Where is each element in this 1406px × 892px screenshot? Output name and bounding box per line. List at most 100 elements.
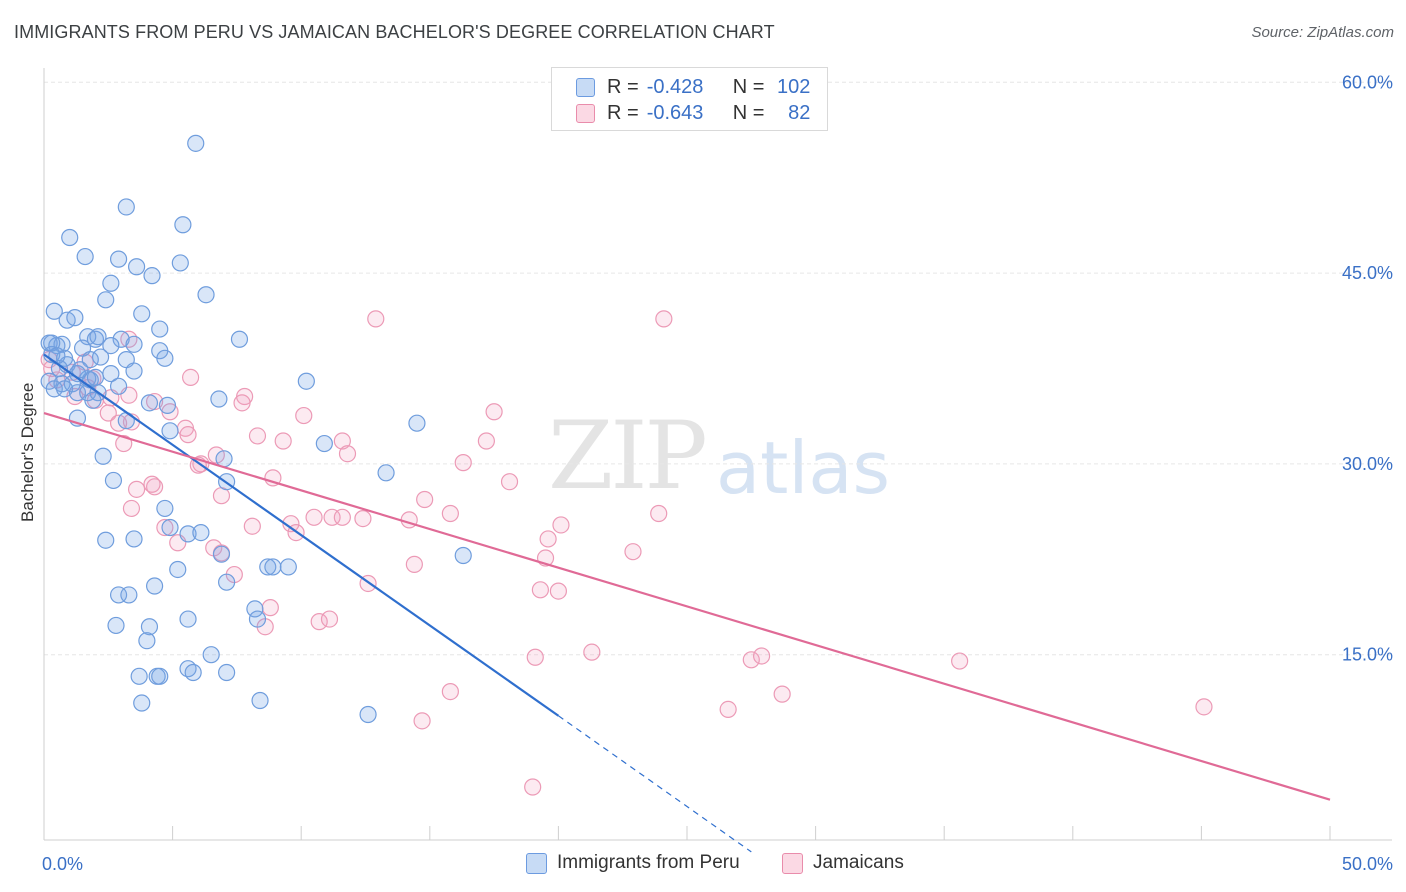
legend-n-value-peru: 102 bbox=[777, 75, 811, 98]
peru-point-81 bbox=[120, 586, 138, 604]
peru-point-85 bbox=[107, 616, 125, 635]
jamaican-point-48 bbox=[354, 509, 372, 528]
chart-title: IMMIGRANTS FROM PERU VS JAMAICAN BACHELO… bbox=[14, 22, 775, 42]
peru-point-63 bbox=[377, 464, 395, 482]
peru-point-70 bbox=[97, 531, 115, 549]
jamaican-point-43 bbox=[441, 504, 459, 523]
jamaican-point-1 bbox=[655, 310, 673, 328]
jamaican-point-21 bbox=[295, 406, 313, 425]
bottom-legend-swatch-peru bbox=[526, 852, 547, 874]
jamaican-point-69 bbox=[320, 610, 339, 628]
peru-point-79 bbox=[218, 573, 236, 591]
jamaican-point-51 bbox=[552, 516, 570, 534]
peru-point-45 bbox=[109, 377, 128, 395]
peru-point-82 bbox=[246, 600, 264, 618]
trend-lines bbox=[43, 353, 1331, 853]
peru-point-30 bbox=[81, 350, 99, 369]
peru-point-8 bbox=[143, 267, 161, 285]
jamaican-point-32 bbox=[338, 445, 357, 463]
peru-point-67 bbox=[161, 518, 179, 537]
peru-point-101 bbox=[71, 361, 89, 379]
jamaican-point-36 bbox=[264, 469, 282, 487]
legend-n-label: N = bbox=[732, 101, 765, 124]
x-tick-label-1: 50.0% bbox=[1342, 854, 1393, 874]
peru-point-39 bbox=[125, 362, 143, 380]
jamaican-point-31 bbox=[207, 446, 225, 464]
jamaican-point-64 bbox=[531, 581, 549, 599]
jamaican-point-68 bbox=[310, 613, 328, 631]
jamaican-point-80 bbox=[524, 778, 542, 796]
jamaican-point-73 bbox=[951, 652, 969, 670]
peru-point-18 bbox=[86, 330, 105, 348]
jamaican-point-70 bbox=[583, 643, 601, 661]
peru-point-55 bbox=[158, 396, 177, 414]
peru-points bbox=[40, 134, 472, 724]
peru-point-16 bbox=[151, 320, 169, 338]
trend-line-jamaicans bbox=[43, 411, 1331, 801]
legend-swatch-jamaicans bbox=[576, 103, 595, 123]
jamaican-point-35 bbox=[454, 454, 472, 472]
peru-point-31 bbox=[91, 348, 110, 366]
peru-point-59 bbox=[161, 422, 179, 440]
jamaican-point-6 bbox=[182, 368, 200, 387]
legend-r-label: R = bbox=[607, 75, 639, 98]
jamaican-point-37 bbox=[500, 473, 519, 491]
peru-point-14 bbox=[66, 309, 84, 327]
peru-point-64 bbox=[104, 471, 123, 490]
jamaican-point-26 bbox=[248, 427, 267, 445]
jamaican-point-16 bbox=[233, 394, 251, 412]
y-axis-label: Bachelor's Degree bbox=[18, 382, 37, 522]
grid-lines bbox=[44, 81, 1392, 656]
peru-point-90 bbox=[184, 663, 202, 682]
peru-point-87 bbox=[138, 632, 156, 650]
y-tick-label-2: 45.0% bbox=[1342, 263, 1393, 283]
peru-point-78 bbox=[145, 577, 164, 595]
bottom-legend-jamaicans: Jamaicans bbox=[782, 851, 904, 875]
peru-point-74 bbox=[169, 560, 187, 579]
y-tick-label-3: 60.0% bbox=[1342, 72, 1393, 92]
peru-point-86 bbox=[140, 618, 159, 636]
peru-point-75 bbox=[259, 558, 277, 576]
peru-point-96 bbox=[251, 691, 269, 710]
y-tick-label-0: 15.0% bbox=[1342, 645, 1393, 665]
jamaican-point-29 bbox=[477, 432, 495, 450]
axes bbox=[43, 68, 1392, 841]
jamaican-point-41 bbox=[416, 490, 434, 509]
jamaican-point-65 bbox=[549, 582, 568, 600]
peru-point-100 bbox=[48, 347, 66, 365]
peru-point-0 bbox=[187, 134, 205, 152]
jamaican-point-81 bbox=[143, 475, 161, 493]
peru-point-99 bbox=[89, 328, 107, 346]
legend-r-label: R = bbox=[607, 101, 639, 124]
peru-point-20 bbox=[230, 330, 249, 348]
peru-point-1 bbox=[117, 198, 135, 216]
peru-point-15 bbox=[133, 305, 151, 323]
jamaican-point-76 bbox=[773, 685, 791, 703]
jamaican-point-38 bbox=[127, 480, 146, 498]
peru-point-10 bbox=[197, 286, 215, 304]
legend-row-jamaicans: R = -0.643 N = 82 bbox=[576, 102, 810, 124]
peru-point-68 bbox=[179, 525, 197, 543]
peru-point-98 bbox=[43, 334, 61, 352]
watermark-atlas: atlas bbox=[716, 426, 890, 510]
jamaican-point-47 bbox=[333, 508, 351, 526]
peru-point-73 bbox=[212, 545, 231, 563]
legend-n-label: N = bbox=[732, 75, 765, 98]
peru-point-5 bbox=[109, 250, 128, 268]
peru-point-11 bbox=[97, 291, 115, 309]
peru-point-58 bbox=[408, 414, 426, 432]
peru-point-61 bbox=[94, 447, 112, 465]
peru-point-95 bbox=[133, 694, 151, 712]
jamaican-point-39 bbox=[145, 478, 164, 496]
peru-point-7 bbox=[171, 254, 189, 272]
peru-point-52 bbox=[84, 391, 102, 409]
correlation-legend: R = -0.428 N = 102 R = -0.643 N = 82 bbox=[551, 67, 828, 131]
bottom-legend-label-jamaicans: Jamaicans bbox=[813, 852, 904, 873]
peru-point-48 bbox=[55, 380, 74, 398]
peru-point-76 bbox=[264, 558, 282, 576]
jamaican-point-61 bbox=[405, 555, 423, 573]
jamaican-point-71 bbox=[742, 651, 760, 669]
jamaican-point-45 bbox=[305, 508, 323, 526]
jamaican-point-50 bbox=[282, 515, 300, 533]
x-tick-label-0: 0.0% bbox=[42, 854, 83, 874]
